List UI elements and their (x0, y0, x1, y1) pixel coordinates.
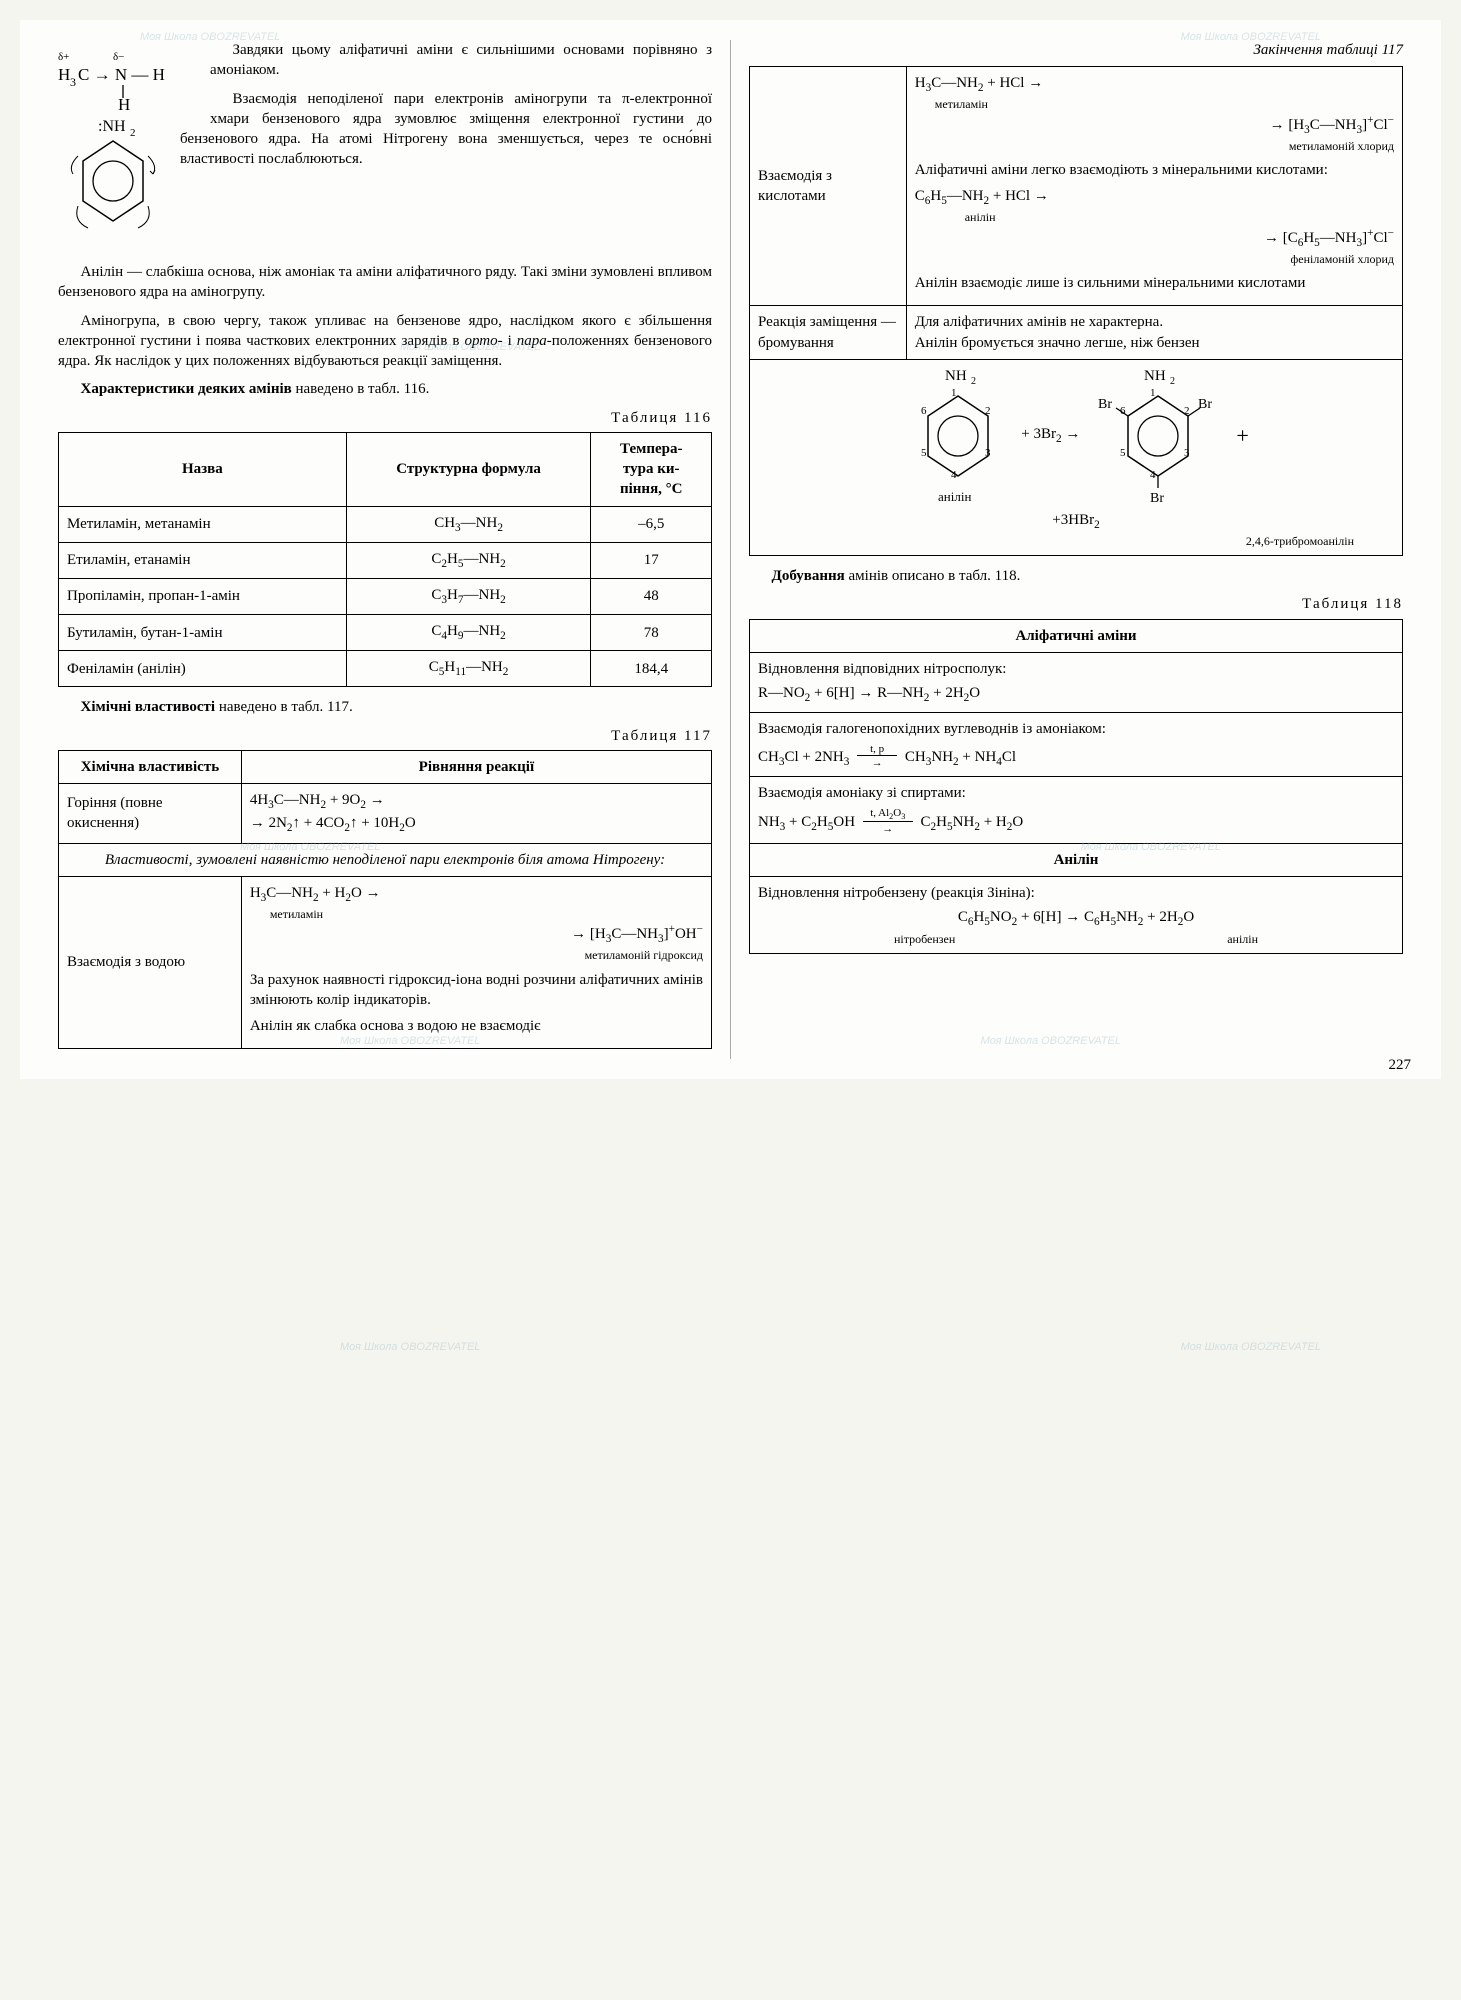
svg-text:Br: Br (1198, 397, 1212, 412)
cell-eq: 4H3C—NH2 + 9O2 → → 2N2↑ + 4CO2↑ + 10H2O (241, 784, 711, 843)
table-row: Горіння (повне окиснення) 4H3C—NH2 + 9O2… (59, 784, 712, 843)
svg-text:анілін: анілін (938, 489, 971, 504)
table-118: Аліфатичні аміни Відновлення відповідних… (749, 619, 1403, 954)
svg-text:δ−: δ− (113, 51, 124, 63)
cell-prop: Взаємодія з кислотами (750, 67, 907, 306)
table-row: Бутиламін, бутан-1-амін C4H9—NH2 78 (59, 615, 712, 651)
watermark: Моя Школа OBOZREVATEL (340, 1340, 480, 1355)
cell-name: Феніламін (анілін) (59, 651, 347, 687)
svg-text:2: 2 (1170, 376, 1175, 387)
table-117-caption: Таблиця 117 (58, 726, 712, 746)
cell-prop: Реакція заміщення — бромування (750, 306, 907, 360)
svg-text:1: 1 (1150, 387, 1156, 399)
table-row: Метиламін, метанамін CH3—NH2 –6,5 (59, 506, 712, 542)
t116-h-bp: Темпера-тура ки-піння, °C (591, 432, 712, 506)
cell-bp: 17 (591, 542, 712, 578)
table-row: NH2 1 2 3 4 5 6 анілін + 3Br2 → (750, 359, 1403, 555)
cell-bp: 184,4 (591, 651, 712, 687)
cell-name: Етиламін, етанамін (59, 542, 347, 578)
table-row: Взаємодія амоніаку зі спиртами: NH3 + C2… (750, 777, 1403, 844)
t118-header-anilin: Анілін (750, 843, 1403, 876)
bromination-scheme: NH2 1 2 3 4 5 6 анілін + 3Br2 → (750, 359, 1403, 555)
cell: Взаємодія галогенопохідних вуглеводнів і… (750, 713, 1403, 777)
cell-name: Метиламін, метанамін (59, 506, 347, 542)
table-row: Аліфатичні аміни (750, 619, 1403, 652)
watermark: Моя Школа OBOZREVATEL (1181, 1340, 1321, 1355)
table-row: Феніламін (анілін) C5H11—NH2 184,4 (59, 651, 712, 687)
cell-eq: Для аліфатичних амінів не характерна. Ан… (906, 306, 1402, 360)
table-row: Взаємодія з водою H3C—NH2 + H2O → метила… (59, 876, 712, 1049)
table-row: Відновлення нітробензену (реакція Зініна… (750, 877, 1403, 954)
t116-h-formula: Структурна формула (346, 432, 591, 506)
svg-text:NH: NH (945, 368, 967, 384)
chem-prop-lead: Хімічні властивості наведено в табл. 117… (58, 697, 712, 717)
t117-h-eq: Рівняння реакції (241, 750, 711, 783)
cell: Відновлення нітробензену (реакція Зініна… (750, 877, 1403, 954)
svg-text:NH: NH (1144, 368, 1166, 384)
table-row: Відновлення відповідних нітросполук: R—N… (750, 652, 1403, 712)
svg-text::NH: :NH (98, 118, 126, 135)
table-row: Взаємодія з кислотами H3C—NH2 + HCl → ме… (750, 67, 1403, 306)
svg-text:6: 6 (921, 405, 927, 417)
characteristics-lead: Характеристики деяких амінів наведено в … (58, 379, 712, 399)
cell-name: Бутиламін, бутан-1-амін (59, 615, 347, 651)
svg-text:H: H (58, 65, 70, 84)
table-116: Назва Структурна формула Темпера-тура ки… (58, 432, 712, 688)
table-118-caption: Таблиця 118 (749, 594, 1403, 614)
cell-eq: H3C—NH2 + H2O → метиламін → [H3C—NH3]+OH… (241, 876, 711, 1049)
svg-text:C → N — H: C → N — H (78, 65, 165, 84)
cell-prop: Горіння (повне окиснення) (59, 784, 242, 843)
cell: Взаємодія амоніаку зі спиртами: NH3 + C2… (750, 777, 1403, 844)
left-column: δ+ δ− H 3 C → N — H H Завдяки цьому аліф… (40, 40, 731, 1059)
t117-h-prop: Хімічна властивість (59, 750, 242, 783)
cell-formula: C5H11—NH2 (346, 651, 591, 687)
svg-text:Br: Br (1098, 397, 1112, 412)
obtain-lead: Добування амінів описано в табл. 118. (749, 566, 1403, 586)
cell-bp: 78 (591, 615, 712, 651)
cell-bp: 48 (591, 578, 712, 614)
t116-h-name: Назва (59, 432, 347, 506)
table-row: Хімічна властивість Рівняння реакції (59, 750, 712, 783)
aniline-structure: :NH 2 (58, 116, 168, 256)
cell-eq: H3C—NH2 + HCl → метиламін → [H3C—NH3]+Cl… (906, 67, 1402, 306)
cell-bp: –6,5 (591, 506, 712, 542)
methylamine-structure: δ+ δ− H 3 C → N — H H (58, 40, 198, 110)
cell: Відновлення відповідних нітросполук: R—N… (750, 652, 1403, 712)
svg-text:Br: Br (1150, 491, 1164, 506)
table-row: Анілін (750, 843, 1403, 876)
table-row: Етиламін, етанамін C2H5—NH2 17 (59, 542, 712, 578)
table-subheader: Властивості, зумовлені наявністю неподіл… (59, 843, 712, 876)
table-117: Хімічна властивість Рівняння реакції Гор… (58, 750, 712, 1049)
tribromoaniline-icon: NH2 Br Br 1 2 3 4 5 6 (1088, 366, 1228, 506)
subheader-text: Властивості, зумовлені наявністю неподіл… (59, 843, 712, 876)
benzene-ring-icon: NH2 1 2 3 4 5 6 анілін (903, 366, 1013, 506)
table-116-caption: Таблиця 116 (58, 408, 712, 428)
cell-prop: Взаємодія з водою (59, 876, 242, 1049)
table-row: Пропіламін, пропан-1-амін C3H7—NH2 48 (59, 578, 712, 614)
anilin-para: Анілін — слабкіша основа, ніж амоніак та… (58, 262, 712, 303)
right-column: Закінчення таблиці 117 Взаємодія з кисло… (731, 40, 1421, 1059)
table-row: Назва Структурна формула Темпера-тура ки… (59, 432, 712, 506)
svg-text:δ+: δ+ (58, 51, 69, 63)
aminogroup-para: Аміногрупа, в свою чергу, також упливає … (58, 311, 712, 372)
svg-text:5: 5 (921, 447, 927, 459)
cell-formula: C4H9—NH2 (346, 615, 591, 651)
page-number: 227 (1389, 1055, 1412, 1075)
svg-text:H: H (118, 95, 130, 110)
t118-header-aliphatic: Аліфатичні аміни (750, 619, 1403, 652)
svg-text:5: 5 (1120, 447, 1126, 459)
cell-name: Пропіламін, пропан-1-амін (59, 578, 347, 614)
textbook-page: Моя Школа OBOZREVATEL Моя Школа OBOZREVA… (20, 20, 1441, 1079)
table-117-cont: Взаємодія з кислотами H3C—NH2 + HCl → ме… (749, 66, 1403, 556)
table-row: Взаємодія галогенопохідних вуглеводнів і… (750, 713, 1403, 777)
cell-formula: CH3—NH2 (346, 506, 591, 542)
cell-formula: C2H5—NH2 (346, 542, 591, 578)
svg-text:2: 2 (971, 376, 976, 387)
cell-formula: C3H7—NH2 (346, 578, 591, 614)
cont-caption: Закінчення таблиці 117 (749, 40, 1403, 60)
table-row: Реакція заміщення — бромування Для аліфа… (750, 306, 1403, 360)
svg-text:2: 2 (130, 127, 136, 139)
svg-text:3: 3 (70, 75, 76, 89)
